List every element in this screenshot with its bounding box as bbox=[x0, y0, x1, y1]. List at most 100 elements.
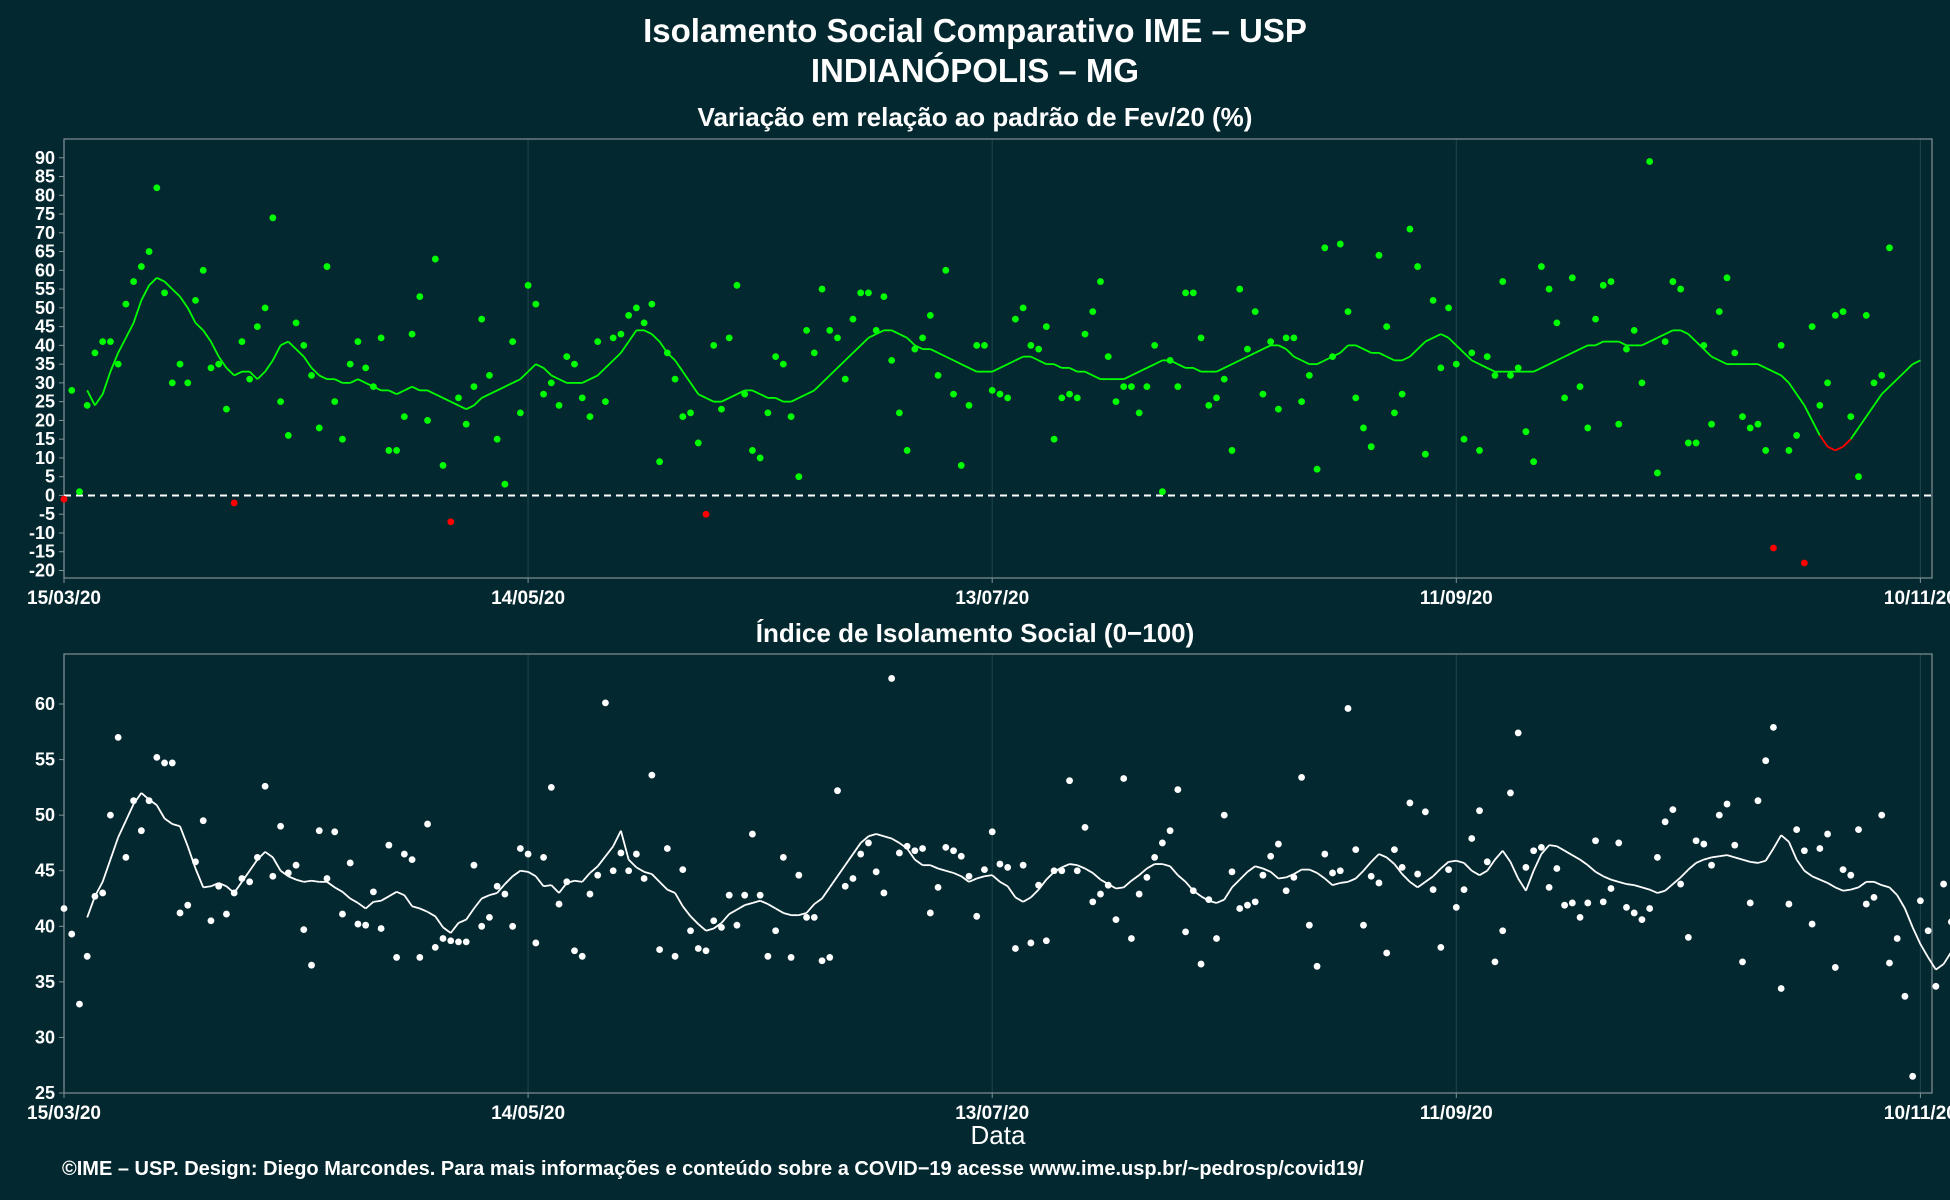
data-point bbox=[1104, 881, 1112, 889]
data-point bbox=[284, 869, 292, 877]
moving-average-segment bbox=[1618, 880, 1627, 885]
moving-average-segment bbox=[411, 905, 421, 910]
moving-average-segment bbox=[1169, 865, 1179, 876]
moving-average-segment bbox=[1896, 894, 1906, 909]
moving-average-segment bbox=[163, 280, 173, 290]
data-point bbox=[455, 394, 462, 402]
data-point bbox=[942, 843, 950, 851]
moving-average-segment bbox=[535, 875, 545, 887]
moving-average-segment bbox=[210, 341, 220, 358]
data-point bbox=[1274, 405, 1282, 413]
y-tick-label: 60 bbox=[35, 694, 55, 714]
moving-average-segment bbox=[860, 835, 870, 844]
moving-average-segment bbox=[1587, 864, 1597, 873]
data-point bbox=[238, 338, 246, 346]
moving-average-segment bbox=[558, 378, 568, 384]
moving-average-segment bbox=[1626, 883, 1635, 887]
moving-average-segment bbox=[473, 897, 483, 910]
moving-average-segment bbox=[1664, 329, 1674, 335]
moving-average-segment bbox=[775, 397, 784, 403]
data-point bbox=[1522, 428, 1530, 436]
data-point bbox=[919, 845, 926, 852]
moving-average-segment bbox=[960, 363, 970, 369]
data-point bbox=[617, 330, 625, 338]
moving-average-segment bbox=[473, 397, 483, 407]
moving-average-segment bbox=[172, 823, 181, 828]
moving-average-segment bbox=[1912, 359, 1921, 365]
data-point bbox=[718, 924, 725, 931]
moving-average-segment bbox=[1834, 445, 1844, 452]
data-point bbox=[246, 878, 254, 886]
moving-average-segment bbox=[504, 382, 514, 388]
data-point bbox=[1855, 826, 1862, 833]
moving-average-segment bbox=[991, 367, 1001, 373]
data-point bbox=[1135, 409, 1143, 417]
moving-average-segment bbox=[1819, 434, 1829, 448]
data-point bbox=[393, 447, 401, 454]
moving-average-segment bbox=[1556, 845, 1566, 852]
data-point bbox=[540, 853, 547, 861]
data-point bbox=[400, 850, 408, 858]
moving-average-segment bbox=[682, 371, 692, 384]
moving-average-segment bbox=[1278, 344, 1287, 350]
data-point bbox=[532, 939, 540, 947]
moving-average-segment bbox=[1757, 859, 1766, 864]
moving-average-segment bbox=[767, 903, 777, 910]
moving-average-segment bbox=[334, 886, 343, 893]
moving-average-segment bbox=[581, 378, 591, 384]
moving-average-segment bbox=[643, 329, 653, 335]
moving-average-segment bbox=[1216, 367, 1225, 373]
moving-average-segment bbox=[651, 333, 661, 343]
moving-average-segment bbox=[1262, 344, 1272, 350]
moving-average-segment bbox=[984, 874, 993, 878]
moving-average-segment bbox=[953, 359, 962, 365]
data-point bbox=[857, 289, 865, 297]
data-point bbox=[934, 371, 942, 379]
data-point bbox=[903, 447, 911, 454]
moving-average-segment bbox=[883, 835, 892, 840]
data-point bbox=[749, 830, 756, 838]
moving-average-segment bbox=[1362, 861, 1372, 872]
data-point bbox=[76, 488, 83, 496]
data-point bbox=[1584, 899, 1592, 907]
data-point bbox=[1421, 450, 1429, 458]
data-point bbox=[447, 937, 455, 945]
moving-average-segment bbox=[1757, 363, 1767, 369]
moving-average-segment bbox=[1795, 859, 1806, 872]
data-point bbox=[1097, 890, 1104, 898]
moving-average-segment bbox=[543, 884, 552, 888]
data-point bbox=[1715, 308, 1723, 315]
data-point bbox=[702, 947, 710, 955]
data-point bbox=[416, 293, 424, 300]
data-point bbox=[199, 817, 207, 825]
data-point bbox=[787, 954, 795, 961]
data-point bbox=[393, 954, 401, 961]
data-point bbox=[168, 759, 176, 767]
plot-frame bbox=[63, 653, 1933, 1094]
data-point bbox=[779, 360, 787, 368]
moving-average-segment bbox=[1239, 871, 1249, 881]
moving-average-segment bbox=[1339, 344, 1349, 354]
data-point bbox=[1483, 353, 1491, 361]
moving-average-segment bbox=[434, 915, 444, 928]
data-point bbox=[1700, 840, 1708, 848]
moving-average-segment bbox=[1463, 352, 1473, 362]
data-point bbox=[973, 912, 981, 920]
data-point bbox=[137, 827, 145, 835]
moving-average-segment bbox=[759, 899, 769, 905]
data-point bbox=[1367, 872, 1375, 880]
moving-average-segment bbox=[1649, 888, 1658, 894]
data-point bbox=[694, 439, 702, 447]
data-point bbox=[957, 462, 965, 469]
moving-average-segment bbox=[1332, 882, 1341, 887]
data-point bbox=[1313, 962, 1321, 970]
moving-average-segment bbox=[179, 825, 189, 847]
data-point bbox=[1375, 251, 1383, 259]
moving-average-segment bbox=[868, 333, 877, 339]
moving-average-segment bbox=[125, 322, 135, 339]
moving-average-segment bbox=[1904, 363, 1914, 373]
moving-average-segment bbox=[1750, 860, 1759, 864]
moving-average-segment bbox=[1053, 363, 1063, 369]
data-point bbox=[632, 304, 640, 312]
y-tick-label: 45 bbox=[35, 317, 55, 337]
